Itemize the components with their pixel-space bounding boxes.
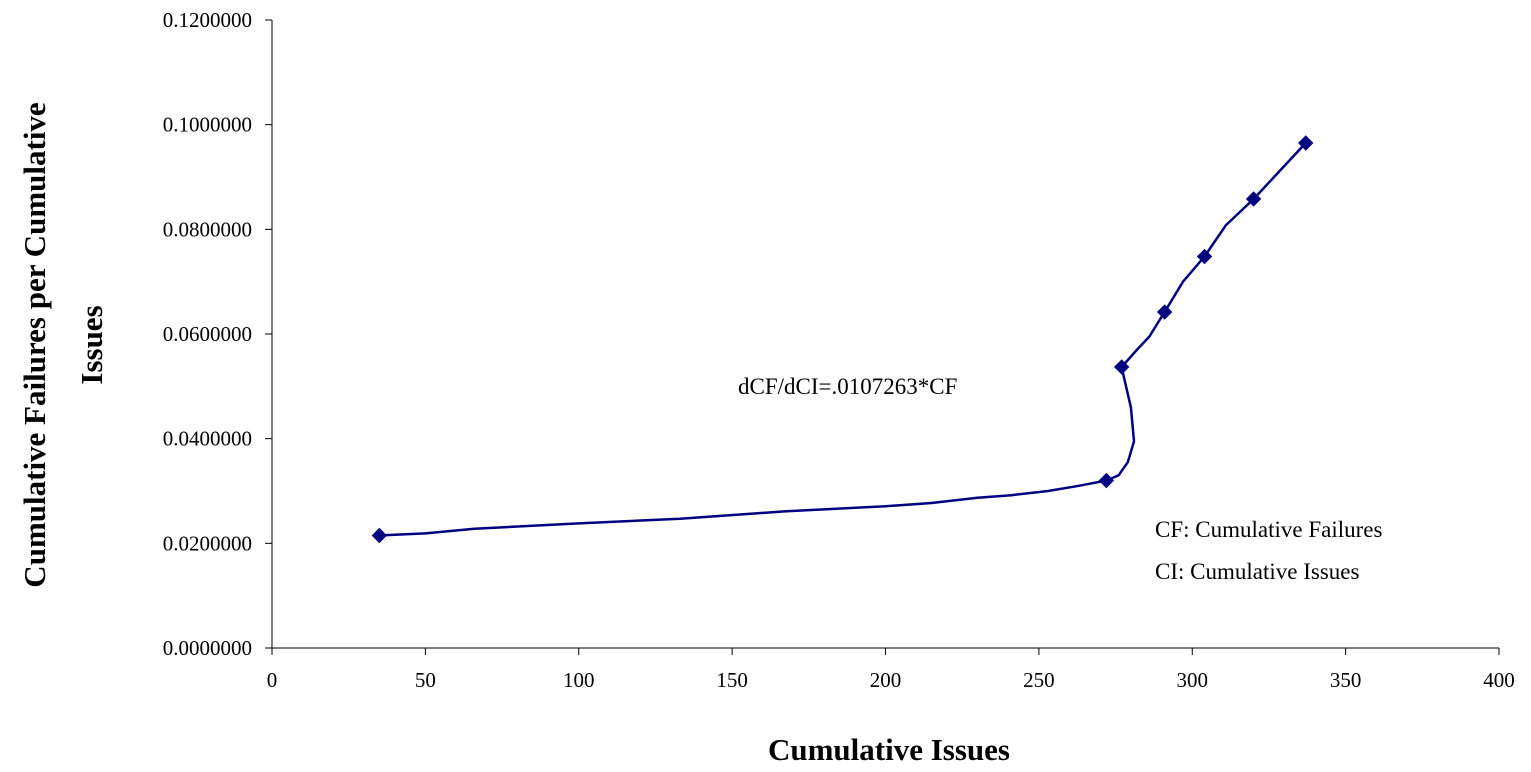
legend-note-ci: CI: Cumulative Issues <box>1155 559 1359 584</box>
equation-annotation: dCF/dCI=.0107263*CF <box>738 374 957 399</box>
data-point-marker <box>1098 472 1115 489</box>
y-tick-label: 0.0800000 <box>163 217 252 241</box>
data-point-marker <box>1298 135 1314 151</box>
x-tick-label: 50 <box>415 668 436 692</box>
x-tick-label: 300 <box>1177 668 1209 692</box>
x-ticks: 0 50 100 150 200 250 300 350 400 <box>267 648 1515 692</box>
y-ticks: 0.0000000 0.0200000 0.0400000 0.0600000 0.08… <box>163 8 272 660</box>
x-tick-label: 100 <box>563 668 595 692</box>
legend-note-cf: CF: Cumulative Failures <box>1155 517 1382 542</box>
data-point-marker <box>1156 304 1173 320</box>
x-tick-label: 400 <box>1483 668 1515 692</box>
x-axis-title: Cumulative Issues <box>768 732 1010 767</box>
series-line <box>379 142 1307 537</box>
data-point-marker <box>1196 248 1213 265</box>
data-point-marker <box>1245 191 1262 207</box>
series-layer <box>371 135 1314 544</box>
y-tick-label: 0.0000000 <box>163 636 252 660</box>
x-tick-label: 150 <box>716 668 748 692</box>
y-tick-label: 0.1000000 <box>163 113 252 137</box>
y-tick-label: 0.1200000 <box>163 8 252 32</box>
data-point-marker <box>1113 359 1130 375</box>
y-tick-label: 0.0600000 <box>163 322 252 346</box>
x-tick-label: 250 <box>1023 668 1055 692</box>
x-tick-label: 350 <box>1330 668 1362 692</box>
axes <box>271 20 1499 649</box>
x-tick-label: 0 <box>267 668 278 692</box>
y-axis-title: Cumulative Failures per Cumulative Issue… <box>17 102 109 587</box>
y-tick-label: 0.0200000 <box>163 531 252 555</box>
y-axis-title-line-1: Cumulative Failures per Cumulative <box>17 102 52 587</box>
y-tick-label: 0.0400000 <box>163 427 252 451</box>
data-point-marker <box>371 527 388 544</box>
y-axis-title-line-2: Issues <box>74 305 109 384</box>
x-tick-label: 200 <box>870 668 902 692</box>
